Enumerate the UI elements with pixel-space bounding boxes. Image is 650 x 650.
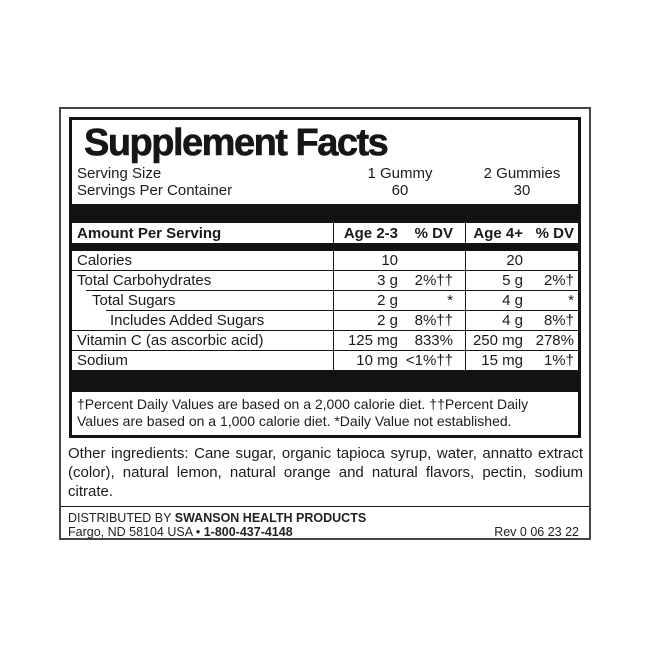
other-ingredients-text: Other ingredients: Cane sugar, organic t… bbox=[68, 445, 583, 501]
phone-number: 1-800-437-4148 bbox=[203, 525, 293, 540]
row-dv-col1: 2%†† bbox=[414, 272, 453, 290]
row-separator bbox=[86, 290, 578, 292]
supplement-facts-panel: Supplement Facts Serving Size 1 Gummy 2 … bbox=[69, 117, 581, 439]
row-dv-col2: * bbox=[568, 292, 574, 310]
row-amount-col1: 125 mg bbox=[347, 332, 398, 350]
table-header-row: Amount Per Serving Age 2-3 % DV Age 4+ %… bbox=[72, 223, 578, 243]
row-separator bbox=[72, 330, 578, 332]
serving-size-col1: 1 Gummy bbox=[367, 165, 433, 183]
row-dv-col1: <1%†† bbox=[405, 352, 453, 370]
row-separator bbox=[106, 310, 578, 312]
servings-per-container-row: Servings Per Container 60 30 bbox=[72, 182, 578, 199]
distributor-divider bbox=[61, 506, 589, 508]
table-row-total-carbohydrates: Total Carbohydrates 3 g 2%†† 5 g 2%† bbox=[72, 271, 578, 290]
supplement-label: Supplement Facts Serving Size 1 Gummy 2 … bbox=[59, 107, 591, 540]
distributed-by-text: DISTRIBUTED BY bbox=[68, 511, 175, 526]
distributor-line2: Fargo, ND 58104 USA • 1-800-437-4148 Rev… bbox=[68, 525, 579, 539]
serving-size-col2: 2 Gummies bbox=[483, 165, 561, 183]
row-amount-col2: 15 mg bbox=[481, 352, 523, 370]
servings-per-container-label: Servings Per Container bbox=[77, 182, 233, 200]
row-separator bbox=[72, 350, 578, 352]
column-divider-2 bbox=[465, 223, 466, 371]
row-dv-col2: 278% bbox=[535, 332, 574, 350]
row-label: Sodium bbox=[77, 352, 128, 370]
row-amount-col2: 5 g bbox=[502, 272, 523, 290]
dv-header-2: % DV bbox=[535, 224, 574, 242]
row-dv-col1: * bbox=[447, 292, 453, 310]
company-name: SWANSON HEALTH PRODUCTS bbox=[174, 511, 367, 526]
servings-per-container-col2: 30 bbox=[513, 182, 531, 200]
divider-bar-bottom bbox=[72, 370, 578, 393]
row-amount-col1: 10 bbox=[381, 252, 398, 270]
table-row-vitamin-c: Vitamin C (as ascorbic acid) 125 mg 833% … bbox=[72, 331, 578, 350]
row-amount-col2: 20 bbox=[506, 252, 523, 270]
address-text: Fargo, ND 58104 USA • bbox=[68, 525, 204, 540]
row-dv-col1: 833% bbox=[414, 332, 453, 350]
row-label: Total Sugars bbox=[92, 292, 176, 310]
row-label: Vitamin C (as ascorbic acid) bbox=[77, 332, 264, 350]
daily-value-footnote: †Percent Daily Values are based on a 2,0… bbox=[77, 396, 529, 430]
serving-size-label: Serving Size bbox=[77, 165, 162, 183]
row-dv-col2: 1%† bbox=[543, 352, 574, 370]
table-row-total-sugars: Total Sugars 2 g * 4 g * bbox=[72, 291, 578, 310]
distributor-block: DISTRIBUTED BY SWANSON HEALTH PRODUCTS F… bbox=[61, 507, 589, 539]
divider-bar-top bbox=[72, 204, 578, 224]
row-amount-col1: 10 mg bbox=[356, 352, 398, 370]
column-divider-1 bbox=[333, 223, 334, 371]
address-and-phone: Fargo, ND 58104 USA • 1-800-437-4148 bbox=[68, 525, 293, 539]
row-label: Includes Added Sugars bbox=[110, 312, 265, 330]
serving-size-row: Serving Size 1 Gummy 2 Gummies bbox=[72, 165, 578, 182]
distributor-line1: DISTRIBUTED BY SWANSON HEALTH PRODUCTS bbox=[68, 511, 579, 525]
servings-per-container-col1: 60 bbox=[391, 182, 409, 200]
row-label: Calories bbox=[77, 252, 133, 270]
table-row-includes-added-sugars: Includes Added Sugars 2 g 8%†† 4 g 8%† bbox=[72, 311, 578, 330]
row-amount-col1: 3 g bbox=[377, 272, 398, 290]
row-amount-col2: 250 mg bbox=[472, 332, 523, 350]
divider-bar-header bbox=[72, 243, 578, 252]
row-amount-col1: 2 g bbox=[377, 292, 398, 310]
nutrition-table: Amount Per Serving Age 2-3 % DV Age 4+ %… bbox=[72, 223, 578, 371]
panel-title: Supplement Facts bbox=[84, 122, 389, 164]
row-amount-col2: 4 g bbox=[502, 292, 523, 310]
table-row-calories: Calories 10 20 bbox=[72, 251, 578, 270]
row-amount-col2: 4 g bbox=[502, 312, 523, 330]
dv-header-1: % DV bbox=[414, 224, 453, 242]
revision-code: Rev 0 06 23 22 bbox=[494, 525, 579, 540]
row-amount-col1: 2 g bbox=[377, 312, 398, 330]
row-label: Total Carbohydrates bbox=[77, 272, 212, 290]
age-2-3-header: Age 2-3 bbox=[343, 224, 398, 242]
row-separator bbox=[72, 270, 578, 272]
amount-per-serving-header: Amount Per Serving bbox=[77, 224, 222, 242]
row-dv-col2: 8%† bbox=[543, 312, 574, 330]
table-row-sodium: Sodium 10 mg <1%†† 15 mg 1%† bbox=[72, 351, 578, 370]
age-4plus-header: Age 4+ bbox=[473, 224, 523, 242]
row-dv-col2: 2%† bbox=[543, 272, 574, 290]
row-dv-col1: 8%†† bbox=[414, 312, 453, 330]
